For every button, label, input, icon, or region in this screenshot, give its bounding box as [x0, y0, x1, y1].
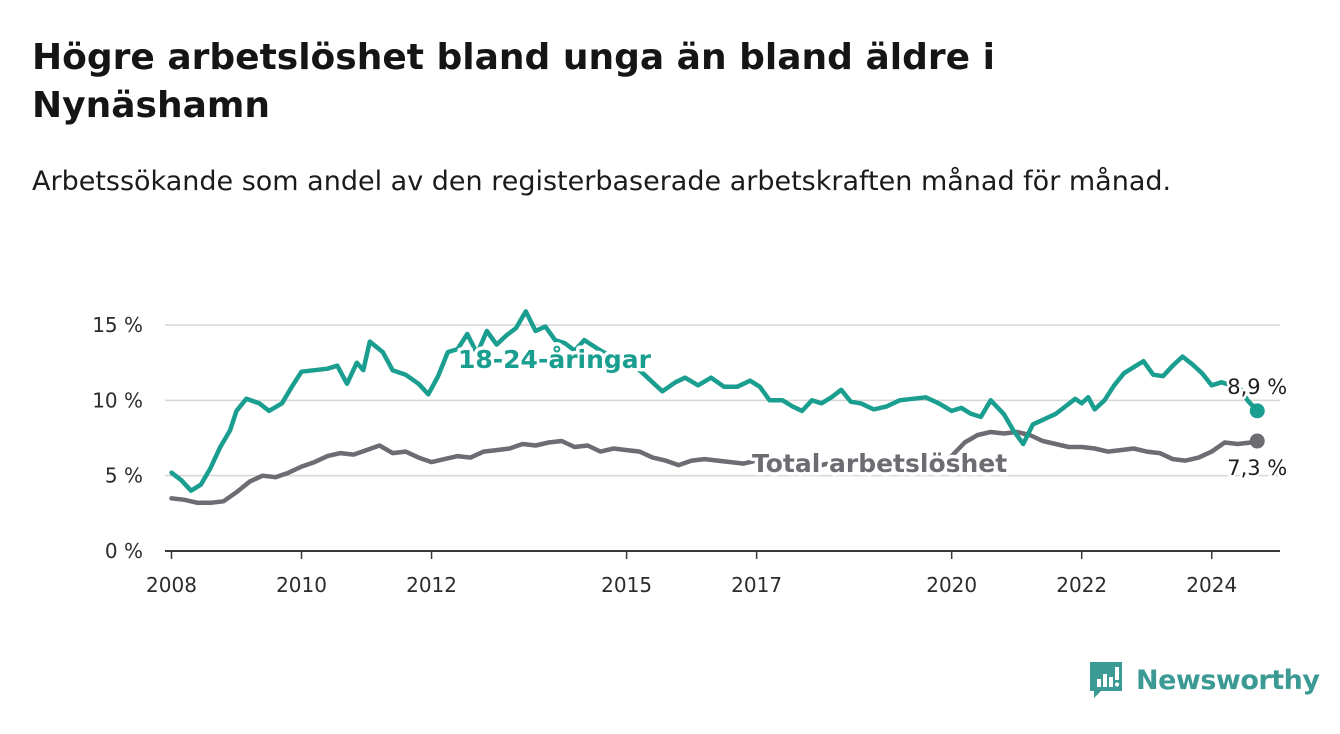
newsworthy-logo-icon: [1090, 662, 1122, 698]
x-axis-ticks: 2008 2010 2012 2015 2017 2020 2022 2024: [146, 551, 1237, 597]
y-tick-label: 0 %: [105, 539, 143, 563]
end-point-total: [1249, 433, 1265, 449]
series-labels: 18-24-åringar Total arbetslöshet 8,9 % 7,3 …: [455, 342, 1290, 483]
y-axis-ticks: 0 % 5 % 10 % 15 %: [92, 313, 143, 563]
x-tick-label: 2022: [1056, 573, 1107, 597]
x-tick-label: 2008: [146, 573, 197, 597]
y-tick-label: 10 %: [92, 388, 143, 412]
x-tick-label: 2017: [731, 573, 782, 597]
end-value-youth: 8,9 %: [1227, 375, 1287, 399]
brand: Newsworthy: [1088, 660, 1320, 700]
chart-subtitle: Arbetssökande som andel av den registerb…: [32, 166, 1172, 197]
x-tick-label: 2012: [406, 573, 457, 597]
chart-title: Högre arbetslöshet bland unga än bland ä…: [32, 37, 995, 126]
series-lines: [169, 309, 1265, 506]
brand-name: Newsworthy: [1136, 664, 1320, 696]
end-value-total: 7,3 %: [1227, 456, 1287, 480]
y-tick-label: 5 %: [105, 464, 143, 488]
y-tick-label: 15 %: [92, 313, 143, 337]
grid-lines: [165, 324, 1280, 552]
end-point-youth: [1249, 403, 1265, 419]
x-tick-label: 2015: [601, 573, 652, 597]
x-tick-label: 2020: [926, 573, 977, 597]
series-line-youth: [169, 309, 1260, 493]
series-label-total: Total arbetslöshet: [752, 449, 1007, 478]
series-line-total: [169, 429, 1260, 506]
series-label-youth: 18-24-åringar: [458, 345, 652, 374]
x-tick-label: 2024: [1186, 573, 1237, 597]
x-tick-label: 2010: [276, 573, 327, 597]
